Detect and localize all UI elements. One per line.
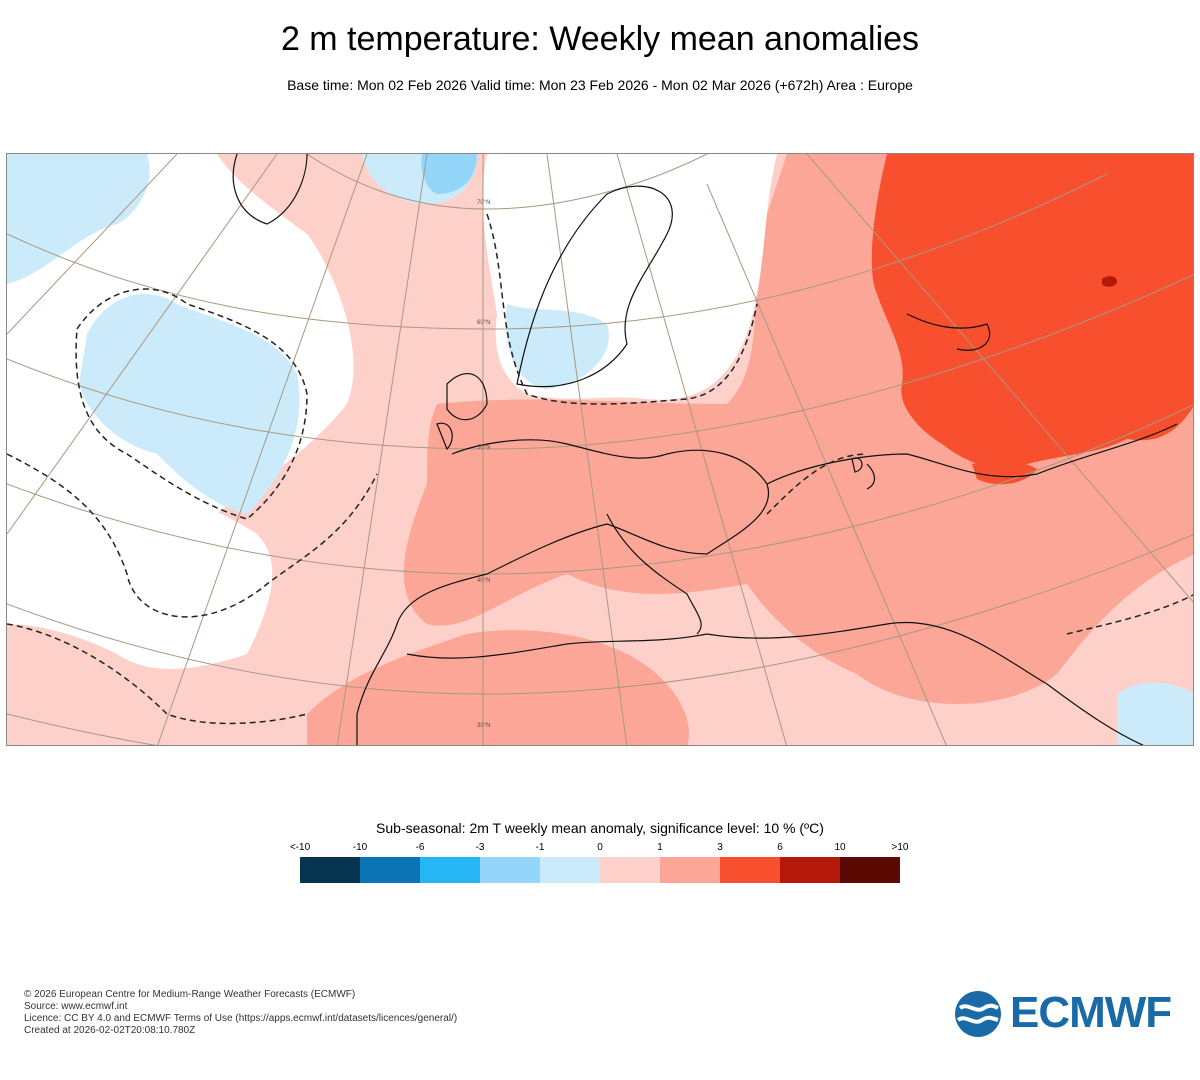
legend-color-box [540, 857, 600, 883]
legend-color-box [420, 857, 480, 883]
footer-source: Source: www.ecmwf.int [24, 1001, 128, 1012]
legend-color-box [780, 857, 840, 883]
legend-color-box [840, 857, 900, 883]
graticule [7, 154, 1193, 745]
footer: © 2026 European Centre for Medium-Range … [24, 989, 457, 1037]
significance-contours [7, 213, 1193, 725]
legend-color-box [600, 857, 660, 883]
legend-tick-label: -10 [352, 842, 368, 853]
lat-label-50: 50°N [477, 445, 490, 451]
legend-tick-label: 3 [717, 842, 723, 853]
footer-copyright: © 2026 European Centre for Medium-Range … [24, 989, 356, 1000]
legend-tick-label: 10 [834, 842, 846, 853]
legend-ticks: <-10 -10 -6 -3 -1 0 1 3 6 10 >10 [270, 842, 930, 856]
anomaly-region-light-cold-atlantic [79, 294, 300, 514]
anomaly-region-strong-warm-small [972, 460, 1037, 485]
anomaly-map: 70°N 60°N 50°N 40°N 30°N [6, 153, 1194, 746]
legend-color-box [480, 857, 540, 883]
legend-color-box [720, 857, 780, 883]
anomaly-region-light-cold-caspian [1117, 682, 1193, 745]
legend-tick-label: 0 [597, 842, 603, 853]
legend-color-box [300, 857, 360, 883]
legend-title: Sub-seasonal: 2m T weekly mean anomaly, … [376, 820, 824, 836]
ecmwf-logo-text: ECMWF [1010, 988, 1172, 1037]
footer-licence: Licence: CC BY 4.0 and ECMWF Terms of Us… [24, 1013, 458, 1024]
ecmwf-logo-icon [955, 991, 1001, 1037]
lat-label-60: 60°N [477, 320, 490, 326]
coastlines [232, 154, 1178, 745]
legend-colorbar [300, 857, 900, 883]
legend-color-box [660, 857, 720, 883]
lat-label-70: 70°N [477, 200, 490, 206]
map-svg: 70°N 60°N 50°N 40°N 30°N [7, 154, 1193, 745]
legend-tick-label: -1 [535, 842, 545, 853]
anomaly-region-light-cold-arctic [7, 154, 150, 284]
anomaly-region-cold-svalbard [421, 154, 477, 194]
lat-label-40: 40°N [477, 578, 490, 584]
legend-color-box [360, 857, 420, 883]
chart-subtitle: Base time: Mon 02 Feb 2026 Valid time: M… [287, 77, 913, 93]
legend-tick-label: 6 [777, 842, 783, 853]
legend-tick-label: -6 [415, 842, 425, 853]
legend-tick-label: 1 [657, 842, 663, 853]
anomaly-region-strong-warm [871, 154, 1193, 468]
latitude-labels: 70°N 60°N 50°N 40°N 30°N [477, 200, 490, 729]
anomaly-region-very-strong-warm [1102, 276, 1117, 287]
legend-tick-label: <-10 [289, 842, 311, 853]
lat-label-30: 30°N [477, 723, 490, 729]
legend-tick-label: >10 [891, 842, 909, 853]
anomaly-region-moderate-warm-africa [307, 630, 689, 745]
anomaly-region-neutral-atlantic [7, 412, 273, 669]
footer-created: Created at 2026-02-02T20:08:10.780Z [24, 1025, 196, 1036]
chart-title: 2 m temperature: Weekly mean anomalies [280, 20, 920, 58]
legend-tick-label: -3 [475, 842, 485, 853]
